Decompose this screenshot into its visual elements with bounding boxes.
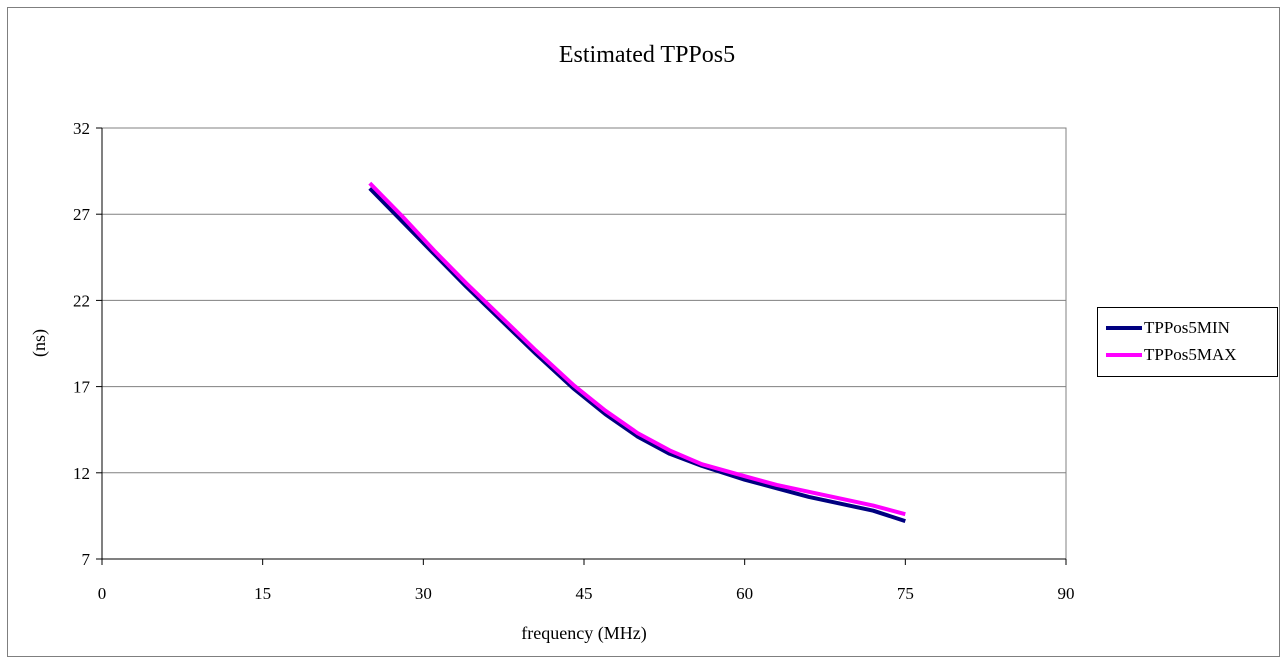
y-axis-label: (ns) <box>29 329 50 357</box>
legend-item-min: TPPos5MIN <box>1098 317 1230 339</box>
legend-swatch-max <box>1106 353 1142 357</box>
series-line-tppos5min <box>368 186 906 524</box>
x-tick-label: 60 <box>736 584 753 603</box>
x-tick-label: 15 <box>254 584 271 603</box>
legend-label-min: TPPos5MIN <box>1144 318 1230 337</box>
x-tick-label: 75 <box>897 584 914 603</box>
legend: TPPos5MIN TPPos5MAX <box>1097 307 1278 377</box>
y-tick-label: 7 <box>82 550 91 569</box>
x-tick-label: 0 <box>98 584 107 603</box>
y-tick-label: 12 <box>73 464 90 483</box>
chart-title: Estimated TPPos5 <box>559 42 735 68</box>
legend-swatch-min <box>1106 326 1142 330</box>
x-tick-label: 90 <box>1058 584 1075 603</box>
series-line-tppos5max <box>368 181 906 517</box>
x-tick-label: 45 <box>576 584 593 603</box>
legend-label-max: TPPos5MAX <box>1144 345 1237 364</box>
x-tick-label: 30 <box>415 584 432 603</box>
y-tick-label: 27 <box>73 205 91 224</box>
y-tick-label: 22 <box>73 291 90 310</box>
y-tick-label: 17 <box>73 378 91 397</box>
y-tick-label: 32 <box>73 119 90 138</box>
legend-item-max: TPPos5MAX <box>1098 344 1237 366</box>
x-axis-label: frequency (MHz) <box>521 623 646 644</box>
plot-area <box>101 127 1067 560</box>
